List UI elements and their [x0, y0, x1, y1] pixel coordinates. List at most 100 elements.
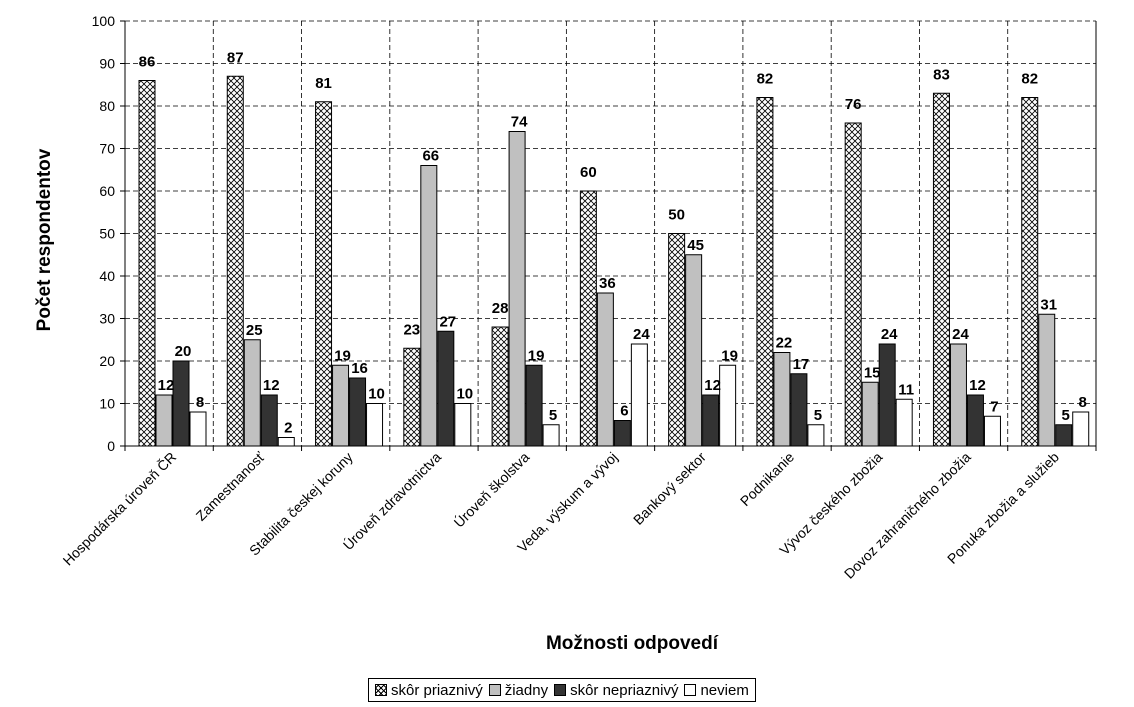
bar: [773, 352, 791, 447]
x-tick-label: Bankový sektor: [630, 449, 709, 528]
data-label: 11: [898, 381, 914, 398]
bar: [277, 437, 295, 447]
bar: [685, 254, 703, 447]
bar: [983, 415, 1001, 447]
data-label: 87: [227, 49, 244, 66]
legend-swatch-white-icon: [684, 684, 697, 696]
bar: [508, 131, 526, 447]
data-label: 82: [757, 71, 774, 88]
bar: [613, 420, 631, 447]
data-label: 12: [158, 377, 175, 394]
bar: [491, 326, 509, 447]
data-label: 60: [580, 164, 597, 181]
x-tick-label: Úroveň školstva: [451, 449, 533, 531]
data-label: 20: [175, 343, 192, 360]
bar: [315, 101, 333, 447]
y-tick-label: 30: [99, 311, 115, 327]
y-tick-label: 70: [99, 141, 115, 157]
legend-swatch-gray-icon: [488, 684, 501, 696]
legend-item-unfavorable: skôr nepriaznivý: [554, 682, 678, 699]
y-axis-title: Počet respondentov: [34, 148, 55, 331]
data-label: 12: [969, 377, 986, 394]
bar: [878, 343, 896, 447]
data-label: 24: [952, 326, 969, 343]
data-label: 86: [139, 54, 156, 71]
bar: [1038, 313, 1056, 447]
data-label: 45: [687, 237, 704, 254]
bar: [437, 330, 455, 447]
data-label: 83: [933, 66, 950, 83]
bar: [172, 360, 190, 447]
y-tick-label: 20: [99, 353, 115, 369]
data-label: 5: [549, 407, 557, 424]
data-label: 25: [246, 322, 263, 339]
bar: [966, 394, 984, 447]
legend-label: žiadny: [504, 681, 549, 699]
bar: [260, 394, 278, 447]
legend-label: neviem: [700, 681, 749, 699]
data-label: 23: [403, 321, 420, 338]
legend-swatch-dark-icon: [554, 684, 567, 696]
bar: [189, 411, 207, 447]
data-label: 27: [439, 313, 456, 330]
bar: [932, 92, 950, 447]
y-tick-label: 40: [99, 268, 115, 284]
bar: [366, 403, 384, 447]
data-label: 2: [284, 420, 292, 437]
bar: [1072, 411, 1090, 447]
y-tick-label: 10: [99, 396, 115, 412]
data-label: 12: [704, 377, 721, 394]
data-label: 8: [196, 394, 204, 411]
bar: [756, 97, 774, 447]
bar: [542, 424, 560, 447]
data-label: 8: [1079, 394, 1087, 411]
data-label: 10: [368, 386, 385, 403]
bar: [807, 424, 825, 447]
legend-item-favorable: skôr priaznivý: [375, 682, 483, 699]
bar: [525, 364, 543, 447]
data-label: 50: [668, 207, 685, 224]
y-tick-label: 80: [99, 98, 115, 114]
bar: [949, 343, 967, 447]
y-tick-label: 50: [99, 226, 115, 242]
data-label: 22: [776, 335, 793, 352]
data-label: 17: [793, 356, 810, 373]
x-tick-label: Úroveň zdravotnictva: [340, 449, 444, 553]
x-tick-label: Veda, výskum a vývoj: [514, 449, 621, 556]
data-label: 16: [351, 360, 368, 377]
bar: [138, 80, 156, 447]
bar: [719, 364, 737, 447]
bar: [668, 233, 686, 447]
data-label: 19: [334, 347, 351, 364]
data-label: 31: [1040, 296, 1057, 313]
bar: [895, 398, 913, 447]
bar: [155, 394, 173, 447]
y-tick-label: 100: [92, 13, 116, 29]
y-tick-label: 90: [99, 56, 115, 72]
data-label: 24: [633, 326, 650, 343]
data-label: 10: [456, 386, 473, 403]
bar: [454, 403, 472, 447]
x-tick-label: Zamestnanosť: [193, 448, 269, 524]
bar: [579, 190, 597, 447]
data-label: 36: [599, 275, 616, 292]
data-label: 66: [422, 148, 439, 165]
bar: [243, 339, 261, 447]
bar: [702, 394, 720, 447]
bar: [349, 377, 367, 447]
legend-label: skôr priaznivý: [391, 681, 483, 699]
bar: [790, 373, 808, 447]
bar: [596, 292, 614, 447]
bar: [1055, 424, 1073, 447]
bar: [1021, 97, 1039, 447]
bar: [403, 347, 421, 447]
data-label: 74: [511, 114, 528, 131]
x-tick-label: Podnikanie: [737, 449, 797, 509]
bar: [332, 364, 350, 447]
data-label: 7: [990, 398, 998, 415]
data-label: 6: [620, 403, 628, 420]
bar: [630, 343, 648, 447]
bar: [844, 122, 862, 447]
bar: [226, 75, 244, 447]
data-label: 81: [315, 75, 332, 92]
